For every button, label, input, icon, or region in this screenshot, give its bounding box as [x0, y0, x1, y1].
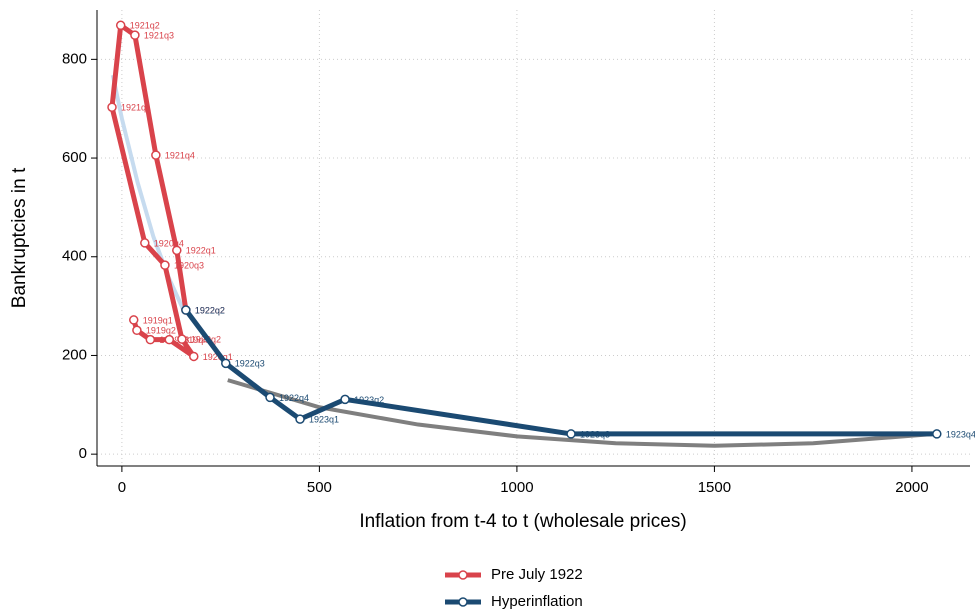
- point-label: 1921q1: [121, 103, 151, 113]
- point: [189, 351, 199, 362]
- point-label: 1919q1: [143, 315, 173, 325]
- point: [128, 315, 139, 325]
- point: [172, 245, 182, 256]
- point-label: 1922q1: [186, 246, 216, 256]
- legend-marker: [458, 597, 468, 607]
- point: [932, 429, 942, 439]
- point: [115, 20, 126, 31]
- y-tick-label: 600: [62, 149, 87, 166]
- point: [177, 334, 187, 344]
- point: [132, 325, 142, 336]
- point: [151, 150, 161, 160]
- x-tick-label: 500: [307, 479, 332, 496]
- y-tick-label: 400: [62, 248, 87, 265]
- point-label: 1921q3: [144, 31, 174, 41]
- y-tick-label: 200: [62, 346, 87, 363]
- x-tick-label: 0: [118, 479, 126, 496]
- x-tick-label: 1500: [698, 479, 731, 496]
- fit-line: [227, 378, 935, 448]
- y-axis-title: Bankruptcies in t: [9, 167, 30, 308]
- y-tick-label: 0: [79, 445, 87, 462]
- point-label: 1923q3: [580, 429, 610, 439]
- point: [140, 238, 150, 248]
- x-tick-label: 1000: [500, 479, 533, 496]
- point-label: 1919q4: [178, 335, 208, 345]
- point: [566, 429, 576, 439]
- point-label: 1921q4: [165, 150, 195, 160]
- point-label: 1922q3: [235, 359, 265, 369]
- point-label: 1923q2: [354, 395, 384, 405]
- point-label: 1922q2: [195, 305, 225, 315]
- y-tick-label: 800: [62, 50, 87, 67]
- point-label: 1923q4: [946, 429, 975, 439]
- point-label: 1922q2: [195, 305, 225, 315]
- legend-label: Pre July 1922: [491, 566, 583, 583]
- point-label: 1920q3: [174, 261, 204, 271]
- point: [130, 30, 140, 40]
- point: [181, 305, 191, 315]
- point: [160, 260, 170, 270]
- point: [164, 334, 175, 345]
- x-tick-label: 2000: [895, 479, 928, 496]
- legend-label: Hyperinflation: [491, 593, 583, 610]
- point: [295, 414, 305, 424]
- point: [145, 334, 156, 345]
- point: [265, 392, 275, 403]
- point-label: 1923q1: [309, 414, 339, 424]
- point: [107, 102, 117, 112]
- x-axis-title: Inflation from t-4 to t (wholesale price…: [359, 511, 686, 532]
- point: [340, 394, 350, 405]
- point-label: 1919q2: [146, 326, 176, 336]
- point: [221, 358, 231, 369]
- point-label: 1921q2: [130, 21, 160, 31]
- point-label: 1919q3: [159, 335, 189, 345]
- point-label: 1920q4: [154, 238, 184, 248]
- point-label: 1922q4: [279, 393, 309, 403]
- legend-marker: [458, 570, 468, 580]
